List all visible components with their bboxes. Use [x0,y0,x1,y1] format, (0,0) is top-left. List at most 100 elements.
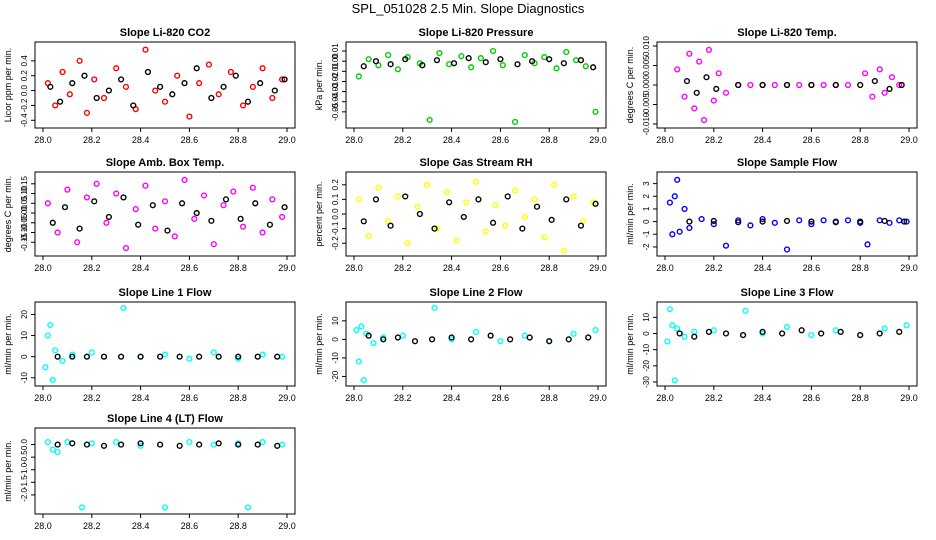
data-point [686,50,693,57]
data-point [191,215,198,222]
highlight-point [54,441,61,448]
data-point [52,347,59,354]
data-point [710,221,717,228]
y-tick-label: 0.2 [20,70,29,82]
data-point [100,94,108,102]
highlight-point [546,338,553,345]
data-point [49,446,56,453]
highlight-point [901,218,908,225]
highlight-point [507,336,514,343]
highlight-point [676,330,683,337]
data-point [808,332,815,339]
highlight-point [592,200,599,207]
data-point [742,307,749,314]
highlight-point [808,81,815,89]
highlight-point [433,57,441,64]
highlight-point [215,353,222,360]
data-point [796,81,803,89]
data-point [511,187,519,194]
x-tick-label: 28.6 [181,263,199,273]
data-point [66,91,73,98]
x-tick-label: 28.2 [394,135,412,145]
data-point [355,196,362,203]
highlight-point [380,336,387,343]
x-tick-label: 28.6 [181,135,199,145]
chart-title: Slope Sample Flow [737,157,838,169]
y-tick-label: 0.010 [642,35,651,56]
y-tick-label: 0.005 [642,55,651,76]
data-point [489,47,497,55]
data-point [375,184,382,191]
x-tick-label: 28.8 [851,263,869,273]
highlight-point [529,58,536,65]
highlight-point [135,221,142,228]
y-axis-label: ml/min per min. [314,313,324,375]
data-point [54,229,61,236]
highlight-point [691,333,698,340]
data-point [896,217,903,224]
highlight-point [365,332,372,339]
highlight-point [489,219,497,226]
highlight-point [693,89,700,96]
chart-title: Slope Line 3 Flow [741,287,834,299]
data-point [671,193,678,200]
highlight-point [881,217,888,225]
highlight-point [100,442,108,449]
highlight-point [137,440,144,447]
data-point [249,184,256,191]
data-point [592,108,599,115]
highlight-point [196,441,203,448]
data-point [771,219,778,226]
highlight-point [460,213,467,221]
highlight-point [546,56,553,63]
highlight-point [360,63,367,70]
y-tick-label: -1.5 [20,475,29,489]
data-point [64,186,71,193]
data-point [269,94,276,102]
highlight-point [526,334,533,341]
highlight-point [274,353,281,360]
data-point [78,504,86,511]
x-tick-label: 28.8 [229,135,247,145]
y-tick-label: 0 [642,219,651,224]
x-tick-label: 28.4 [132,263,150,273]
data-point [83,194,91,201]
highlight-point [157,83,164,90]
data-point [171,233,178,240]
data-point [142,182,149,189]
data-point [820,81,827,89]
data-point [666,199,673,206]
chart-panel: Slope Li-820 CO2 Licor ppm per min. 28.0 28… [3,27,296,145]
data-point [722,242,730,249]
highlight-point [533,203,541,210]
x-tick-label: 28.8 [851,393,869,403]
chart-panel: Slope Li-820 Pressure kPa per min. 28.0 28.… [314,27,607,145]
x-tick-label: 28.0 [34,521,52,531]
data-point [759,215,766,223]
highlight-point [722,330,730,337]
y-tick-label: 0 [642,331,651,336]
data-point [113,190,120,197]
highlight-point [164,227,171,234]
highlight-point [585,334,592,341]
highlight-point [149,202,156,209]
data-point [227,68,234,76]
data-point [477,55,484,62]
x-tick-label: 28.2 [705,135,723,145]
data-point [705,46,713,54]
highlight-point [76,225,83,232]
data-point [259,438,266,446]
y-tick-label: -30 [642,376,651,388]
data-point [220,202,227,209]
highlight-point [178,200,186,207]
data-point [710,97,717,104]
x-tick-label: 28.2 [83,263,101,273]
data-point [541,54,548,61]
y-tick-label: -0.010 [642,112,651,135]
highlight-point [196,353,203,360]
data-point [52,102,59,109]
x-tick-label: 28.0 [656,263,674,273]
highlight-point [360,218,367,225]
y-tick-label: 10 [642,312,651,321]
highlight-point [83,353,91,360]
